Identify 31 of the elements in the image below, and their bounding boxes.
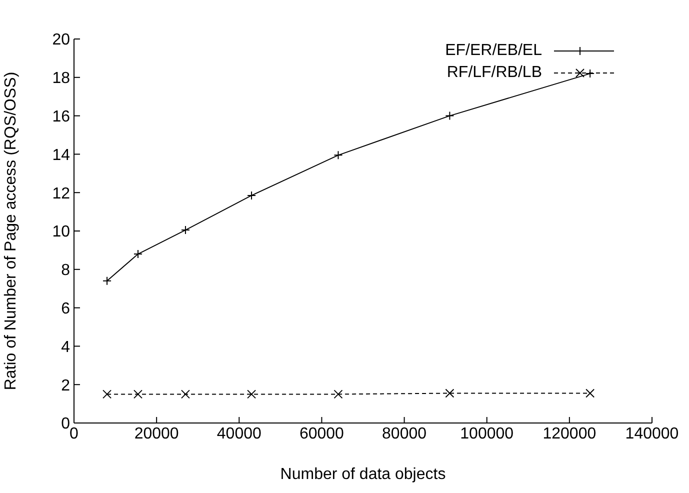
- legend-label: RF/LF/RB/LB: [446, 64, 542, 82]
- y-tick-label: 12: [52, 185, 70, 202]
- y-tick-label: 6: [61, 300, 70, 318]
- legend-label: EF/ER/EB/EL: [445, 42, 542, 60]
- point: [445, 111, 454, 120]
- y-tick-label: 18: [52, 70, 70, 88]
- point: [334, 390, 343, 399]
- point: [445, 388, 454, 398]
- y-tick-label: 10: [52, 224, 70, 241]
- point: [180, 390, 190, 399]
- point: [102, 390, 112, 399]
- x-tick-label: 100000: [460, 425, 514, 442]
- x-tick-label: 80000: [382, 425, 427, 442]
- y-tick-label: 2: [61, 377, 70, 394]
- y-tick-label: 14: [52, 146, 70, 164]
- x-tick-label: 60000: [299, 425, 344, 442]
- x-tick-label: 40000: [216, 425, 262, 442]
- point: [586, 388, 595, 398]
- y-tick-label: 16: [52, 108, 70, 126]
- x-tick-label: 140000: [625, 425, 679, 442]
- y-axis-title: Ratio of Number of Page access (RQS/OSS): [2, 72, 20, 390]
- point: [247, 390, 256, 399]
- point: [133, 390, 142, 399]
- x-axis-title: Number of data objects: [280, 466, 446, 483]
- y-tick-label: 4: [61, 338, 70, 356]
- point: [334, 150, 343, 160]
- x-tick-label: 20000: [134, 425, 179, 442]
- y-tick-label: 20: [52, 32, 70, 49]
- x-tick-label: 120000: [542, 425, 596, 442]
- point: [102, 276, 112, 286]
- y-tick-label: 8: [61, 262, 70, 280]
